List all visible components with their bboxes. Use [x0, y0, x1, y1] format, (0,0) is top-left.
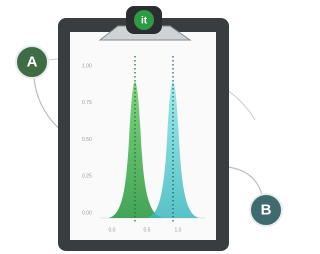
y-tick-label: 0.50	[82, 137, 92, 143]
y-tick-label: 0.00	[82, 210, 92, 216]
badge-label: B	[261, 202, 272, 219]
badge-label: A	[27, 54, 38, 71]
logo-text: it	[141, 16, 148, 27]
x-tick-label: 1.0	[175, 227, 182, 233]
y-tick-label: 0.25	[82, 174, 92, 180]
y-tick-label: 1.00	[82, 63, 92, 69]
illustration: it 1.00 0.75 0.50 0.25 0.00 0.0 0.5 1.0 A B	[0, 0, 291, 254]
y-tick-label: 0.75	[82, 100, 92, 106]
x-tick-label: 0.0	[109, 227, 116, 233]
x-tick-label: 0.5	[144, 227, 151, 233]
